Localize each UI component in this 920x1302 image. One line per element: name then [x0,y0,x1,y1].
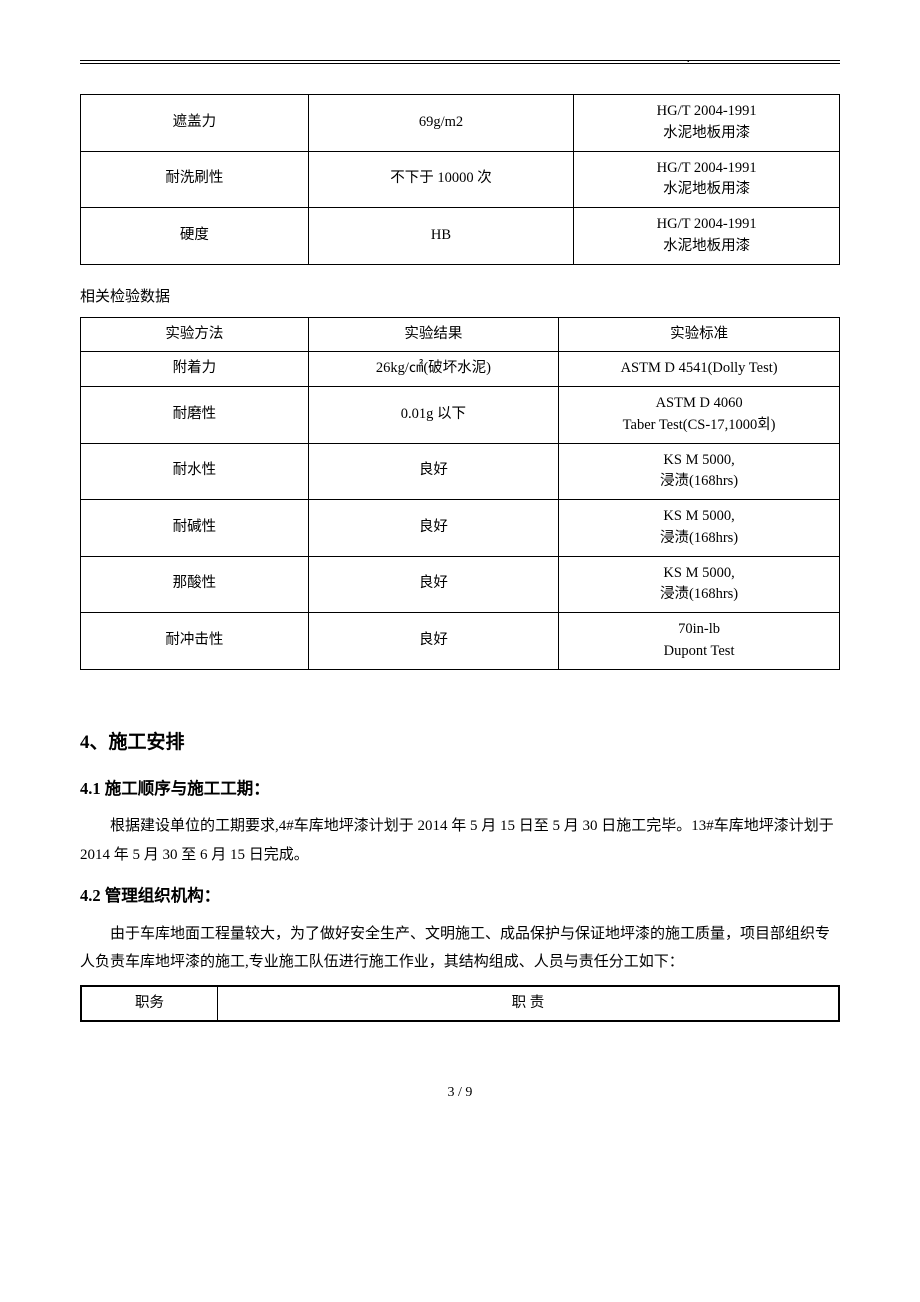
table-cell: HB [308,208,574,265]
table-cell: KS M 5000,浸渍(168hrs) [559,556,840,613]
table-header-cell: 实验标准 [559,317,840,352]
table-cell: KS M 5000,浸渍(168hrs) [559,500,840,557]
table-cell: 耐冲击性 [81,613,309,670]
table-cell: 良好 [308,556,558,613]
section-4-heading: 4、施工安排 [80,728,840,758]
table-cell: HG/T 2004-1991水泥地板用漆 [574,95,840,152]
section-4-2-text: 由于车库地面工程量较大，为了做好安全生产、文明施工、成品保护与保证地坪漆的施工质… [80,920,840,977]
table-cell: 硬度 [81,208,309,265]
roles-header-position: 职务 [81,986,217,1022]
table-header-row: 实验方法实验结果实验标准 [81,317,840,352]
header-rule-bottom [80,63,840,64]
table-cell: 26kg/㎠(破坏水泥) [308,352,558,387]
specifications-table: 遮盖力69g/m2HG/T 2004-1991水泥地板用漆耐洗刷性不下于 100… [80,94,840,265]
table-cell: 耐碱性 [81,500,309,557]
section-4-2-heading: 4.2 管理组织机构： [80,883,840,909]
roles-table-header-row: 职务 职 责 [81,986,839,1022]
table-row: 耐洗刷性不下于 10000 次HG/T 2004-1991水泥地板用漆 [81,151,840,208]
roles-table: 职务 职 责 [80,985,840,1023]
table-cell: 良好 [308,613,558,670]
roles-header-responsibility: 职 责 [217,986,839,1022]
section-4-1-heading: 4.1 施工顺序与施工工期： [80,776,840,802]
table-row: 耐水性良好KS M 5000,浸渍(168hrs) [81,443,840,500]
page-number: 3 / 9 [80,1082,840,1104]
table-row: 那酸性良好KS M 5000,浸渍(168hrs) [81,556,840,613]
table-cell: 70in-lbDupont Test [559,613,840,670]
header-rule-top: . [80,60,840,61]
table-row: 硬度HBHG/T 2004-1991水泥地板用漆 [81,208,840,265]
table-row: 耐磨性0.01g 以下ASTM D 4060Taber Test(CS-17,1… [81,387,840,444]
header-dot: . [687,48,691,70]
table-header-cell: 实验结果 [308,317,558,352]
table-row: 耐冲击性良好70in-lbDupont Test [81,613,840,670]
table-cell: 良好 [308,443,558,500]
table-row: 耐碱性良好KS M 5000,浸渍(168hrs) [81,500,840,557]
table2-caption: 相关检验数据 [80,285,840,309]
table-cell: HG/T 2004-1991水泥地板用漆 [574,208,840,265]
table-cell: 附着力 [81,352,309,387]
table-cell: 不下于 10000 次 [308,151,574,208]
table-cell: 耐洗刷性 [81,151,309,208]
inspection-data-table: 实验方法实验结果实验标准附着力26kg/㎠(破坏水泥)ASTM D 4541(D… [80,317,840,670]
table-cell: 良好 [308,500,558,557]
section-4-1-text: 根据建设单位的工期要求,4#车库地坪漆计划于 2014 年 5 月 15 日至 … [80,812,840,869]
table-cell: 0.01g 以下 [308,387,558,444]
table-cell: 69g/m2 [308,95,574,152]
table-cell: KS M 5000,浸渍(168hrs) [559,443,840,500]
table-header-cell: 实验方法 [81,317,309,352]
table-cell: 那酸性 [81,556,309,613]
table-row: 遮盖力69g/m2HG/T 2004-1991水泥地板用漆 [81,95,840,152]
table-cell: HG/T 2004-1991水泥地板用漆 [574,151,840,208]
table-cell: 耐磨性 [81,387,309,444]
table-cell: 耐水性 [81,443,309,500]
table-cell: ASTM D 4541(Dolly Test) [559,352,840,387]
table-row: 附着力26kg/㎠(破坏水泥)ASTM D 4541(Dolly Test) [81,352,840,387]
table-cell: 遮盖力 [81,95,309,152]
table-cell: ASTM D 4060Taber Test(CS-17,1000회) [559,387,840,444]
